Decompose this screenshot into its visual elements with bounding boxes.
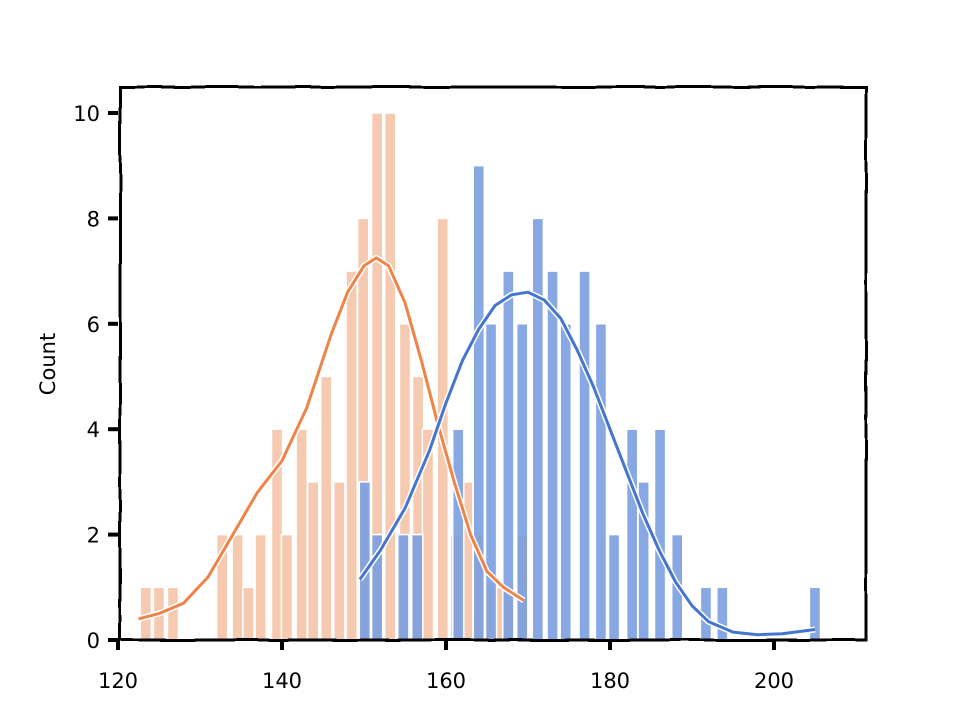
histogram-bar bbox=[358, 481, 372, 641]
histogram-bar bbox=[306, 481, 320, 641]
x-tick-label: 180 bbox=[590, 669, 630, 693]
histogram-bar bbox=[625, 428, 639, 641]
orange-kde-line bbox=[138, 256, 525, 621]
histogram-bar bbox=[484, 323, 498, 641]
y-axis-label: Count bbox=[36, 333, 60, 395]
y-tick-label: 2 bbox=[87, 524, 100, 548]
plot-frame bbox=[118, 85, 868, 642]
histogram-bar bbox=[451, 428, 465, 641]
y-tick-label: 10 bbox=[73, 102, 100, 126]
histogram-bar bbox=[607, 533, 621, 641]
histogram-bar bbox=[531, 217, 545, 641]
histogram-bar bbox=[653, 428, 667, 641]
blue-histogram-bars bbox=[358, 164, 822, 641]
histogram-bar bbox=[242, 586, 255, 641]
histogram-bar bbox=[578, 270, 591, 641]
x-axis-ticks: 120 140 160 180 200 bbox=[98, 640, 794, 693]
histogram-bar bbox=[345, 270, 358, 641]
blue-kde-line bbox=[358, 290, 816, 637]
x-tick-label: 160 bbox=[426, 669, 466, 693]
x-tick-label: 200 bbox=[754, 669, 794, 693]
histogram-bar bbox=[333, 481, 346, 641]
y-tick-label: 6 bbox=[87, 313, 100, 337]
x-tick-label: 120 bbox=[98, 669, 138, 693]
y-tick-label: 8 bbox=[87, 207, 100, 231]
histogram-bar bbox=[295, 428, 308, 641]
histogram-bar bbox=[280, 533, 294, 641]
histogram-bar bbox=[546, 270, 559, 641]
y-axis-ticks: 0 2 4 6 8 10 bbox=[73, 102, 118, 653]
histogram-bar bbox=[231, 533, 245, 641]
histogram-bar bbox=[515, 323, 529, 641]
y-tick-label: 4 bbox=[87, 418, 100, 442]
kde-curves bbox=[137, 254, 816, 638]
histogram-bar bbox=[594, 323, 608, 641]
orange-histogram-bars bbox=[139, 112, 529, 641]
y-tick-label: 0 bbox=[87, 629, 100, 653]
histogram-bar bbox=[383, 112, 397, 641]
x-tick-label: 140 bbox=[262, 669, 302, 693]
histogram-bar bbox=[397, 533, 410, 641]
histogram-bar bbox=[166, 586, 180, 641]
histogram-bar bbox=[254, 533, 267, 641]
histogram-bar bbox=[559, 323, 573, 641]
histogram-bar bbox=[410, 533, 424, 641]
histogram-bar bbox=[319, 375, 333, 641]
